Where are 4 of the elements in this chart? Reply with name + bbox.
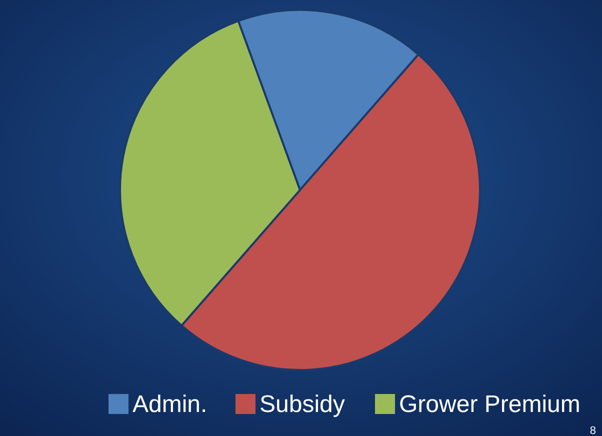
legend-label: Admin. (132, 391, 208, 418)
text: 8 (590, 425, 596, 436)
legend-label: Grower Premium (399, 391, 580, 418)
slice-label: Subsidy (260, 391, 345, 418)
